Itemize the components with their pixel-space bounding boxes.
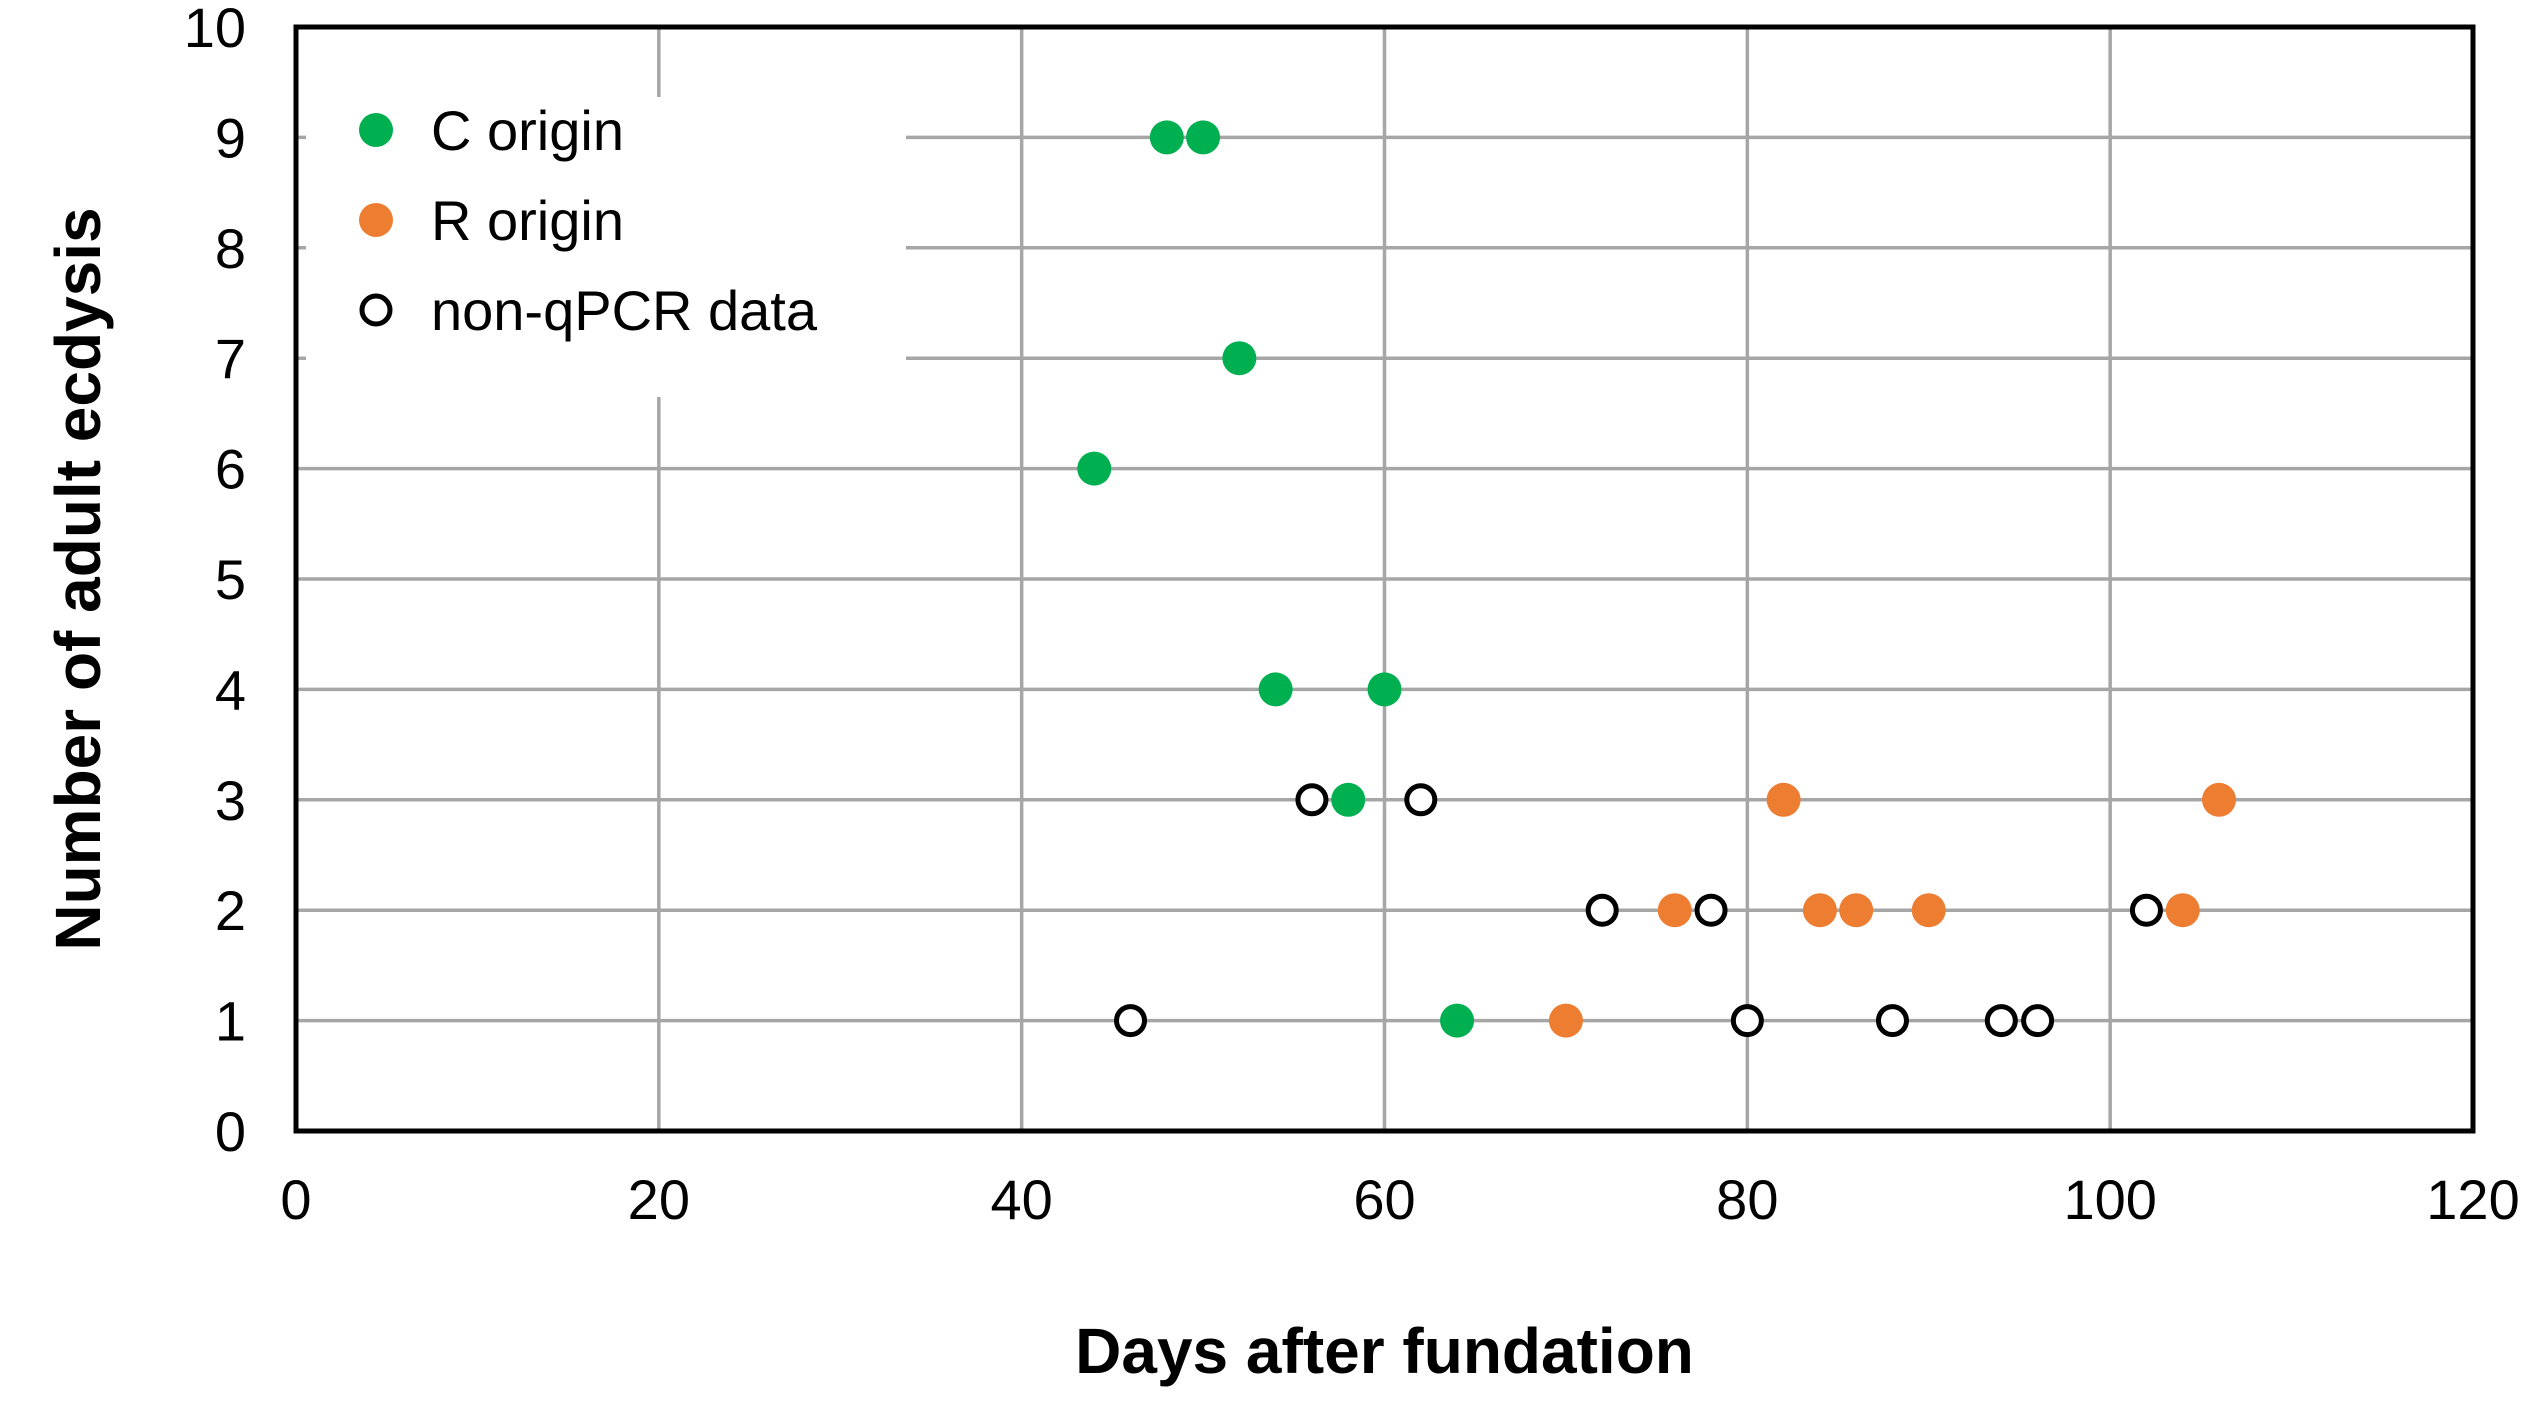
data-point-c-origin bbox=[1258, 672, 1293, 707]
data-point-r-origin bbox=[2202, 782, 2237, 817]
y-tick-label: 2 bbox=[215, 879, 246, 942]
data-point-r-origin bbox=[1657, 893, 1692, 928]
y-tick-label: 8 bbox=[215, 217, 246, 280]
data-point-r-origin bbox=[1911, 893, 1946, 928]
plot-area-frame bbox=[293, 24, 2476, 1134]
y-axis-ticks: 0 1 2 3 4 5 6 7 8 9 10 bbox=[184, 0, 246, 1163]
data-point-r-origin bbox=[1766, 782, 1801, 817]
y-tick-label: 6 bbox=[215, 438, 246, 501]
data-point-c-origin bbox=[1149, 120, 1184, 155]
data-points bbox=[1077, 120, 2237, 1038]
legend-label: non-qPCR data bbox=[431, 279, 818, 342]
legend-label: C origin bbox=[431, 99, 624, 162]
legend-label: R origin bbox=[431, 189, 624, 252]
x-tick-label: 60 bbox=[1353, 1168, 1415, 1231]
data-point-c-origin bbox=[1367, 672, 1402, 707]
y-tick-label: 3 bbox=[215, 769, 246, 832]
data-point-r-origin bbox=[1548, 1003, 1583, 1038]
y-tick-label: 4 bbox=[215, 658, 246, 721]
data-point-non-qpcr-data bbox=[1585, 893, 1619, 927]
x-tick-label: 20 bbox=[628, 1168, 690, 1231]
y-axis-title: Number of adult ecdysis bbox=[42, 207, 114, 950]
x-axis-ticks: 0 20 40 60 80 100 120 bbox=[280, 1168, 2519, 1231]
x-tick-label: 40 bbox=[991, 1168, 1053, 1231]
data-point-non-qpcr-data bbox=[1404, 783, 1438, 817]
data-point-c-origin bbox=[1222, 341, 1257, 376]
legend-marker bbox=[359, 293, 393, 327]
legend-background bbox=[306, 97, 906, 397]
y-tick-label: 9 bbox=[215, 106, 246, 169]
data-point-r-origin bbox=[2165, 893, 2200, 928]
y-tick-label: 10 bbox=[184, 0, 246, 59]
y-tick-label: 7 bbox=[215, 327, 246, 390]
x-tick-label: 120 bbox=[2426, 1168, 2519, 1231]
data-point-r-origin bbox=[1802, 893, 1837, 928]
data-point-non-qpcr-data bbox=[1694, 893, 1728, 927]
y-tick-label: 0 bbox=[215, 1100, 246, 1163]
data-point-non-qpcr-data bbox=[1295, 783, 1329, 817]
y-tick-label: 5 bbox=[215, 548, 246, 611]
data-point-non-qpcr-data bbox=[2129, 893, 2163, 927]
data-point-non-qpcr-data bbox=[1114, 1004, 1148, 1038]
data-point-c-origin bbox=[1331, 782, 1366, 817]
data-point-r-origin bbox=[1839, 893, 1874, 928]
x-tick-label: 100 bbox=[2063, 1168, 2156, 1231]
data-point-non-qpcr-data bbox=[2021, 1004, 2055, 1038]
x-tick-label: 0 bbox=[280, 1168, 311, 1231]
data-point-non-qpcr-data bbox=[1730, 1004, 1764, 1038]
data-point-c-origin bbox=[1077, 451, 1112, 486]
legend-marker bbox=[359, 113, 393, 147]
data-point-c-origin bbox=[1440, 1003, 1475, 1038]
x-tick-label: 80 bbox=[1716, 1168, 1778, 1231]
data-point-c-origin bbox=[1186, 120, 1221, 155]
data-point-non-qpcr-data bbox=[1875, 1004, 1909, 1038]
legend-marker bbox=[359, 203, 393, 237]
x-axis-title: Days after fundation bbox=[1075, 1315, 1694, 1387]
legend: C origin R origin non-qPCR data bbox=[306, 97, 906, 397]
y-tick-label: 1 bbox=[215, 990, 246, 1053]
data-point-non-qpcr-data bbox=[1984, 1004, 2018, 1038]
